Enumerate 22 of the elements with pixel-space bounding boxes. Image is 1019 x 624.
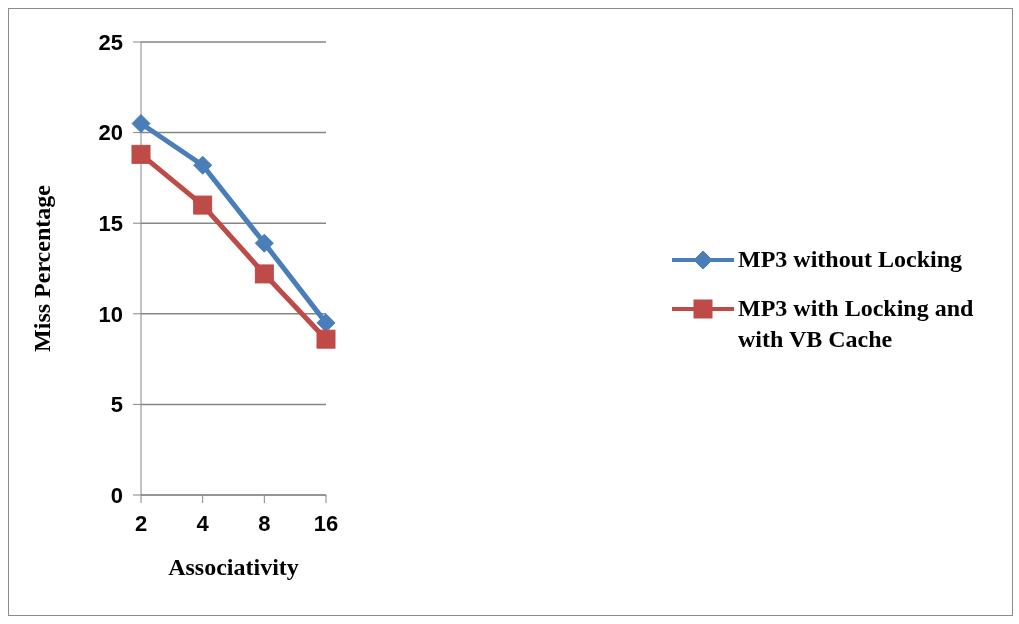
y-tick-label: 25	[98, 29, 123, 55]
point	[131, 114, 151, 134]
y-tick-label: 15	[98, 211, 123, 237]
point	[254, 264, 274, 284]
y-tick-label: 10	[98, 301, 123, 327]
point	[316, 313, 336, 333]
legend-label: MP3 without Locking	[738, 244, 963, 274]
y-tick-label: 0	[110, 482, 123, 508]
x-tick-label: 4	[196, 510, 210, 536]
x-tick-label: 2	[134, 510, 148, 536]
y-axis-title: Miss Percentage	[28, 184, 55, 352]
x-tick-label: 8	[258, 510, 271, 536]
point	[131, 144, 151, 164]
point	[193, 195, 213, 215]
x-tick-label: 16	[313, 510, 339, 536]
y-tick-label: 5	[110, 392, 123, 418]
y-tick-label: 20	[98, 120, 123, 146]
point	[254, 233, 274, 253]
point	[193, 155, 213, 175]
point	[316, 329, 336, 349]
legend-label: MP3 with Locking and with VB Cache	[738, 293, 975, 354]
x-axis-title: Associativity	[168, 554, 299, 580]
